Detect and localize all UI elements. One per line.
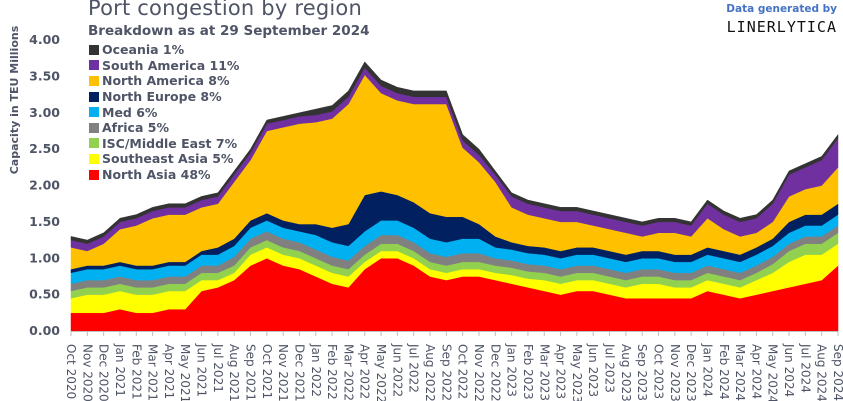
legend-label: Med 6% [102, 104, 158, 120]
legend-label: ISC/Middle East 7% [102, 135, 238, 151]
chart-subtitle: Breakdown as at 29 September 2024 [88, 23, 370, 39]
legend-label: Southeast Asia 5% [102, 151, 234, 167]
x-tick-label: Aug 2021 [227, 344, 241, 401]
x-tick-label: Oct 2020 [64, 344, 78, 399]
legend-swatch [89, 169, 99, 180]
x-tick-label: Sep 2024 [831, 344, 843, 401]
legend: Oceania 1% South America 11% North America… [89, 42, 239, 182]
x-tick-label: May 2023 [570, 344, 584, 401]
chart-title: Port congestion by region [88, 0, 362, 20]
x-tick-label: Mar 2022 [341, 344, 355, 401]
y-tick-label: 0.00 [29, 323, 60, 338]
y-tick-label: 2.50 [29, 141, 60, 156]
legend-swatch [89, 91, 99, 102]
x-tick-label: Jun 2021 [195, 343, 209, 397]
x-tick-label: Aug 2023 [619, 344, 633, 401]
x-tick-label: Oct 2023 [651, 344, 665, 399]
legend-item: North Asia 48% [89, 167, 239, 183]
x-tick-label: Nov 2023 [668, 344, 682, 401]
legend-swatch [89, 107, 99, 118]
x-tick-label: Mar 2024 [733, 344, 747, 401]
legend-item: South America 11% [89, 58, 239, 74]
legend-item: North Europe 8% [89, 89, 239, 105]
x-tick-label: Sep 2021 [244, 344, 258, 401]
x-tick-label: Nov 2021 [276, 344, 290, 401]
x-tick-label: Jan 2023 [505, 343, 519, 397]
area-oceania [70, 61, 839, 244]
x-tick-label: Oct 2022 [456, 344, 470, 399]
x-tick-label: Nov 2022 [472, 344, 486, 401]
y-tick-label: 1.50 [29, 214, 60, 229]
x-tick-label: Jun 2023 [586, 343, 600, 397]
x-tick-label: Feb 2021 [129, 344, 143, 400]
legend-item: Med 6% [89, 104, 239, 120]
x-tick-label: Apr 2024 [749, 344, 763, 399]
legend-label: North Asia 48% [102, 167, 211, 183]
credit-text: Data generated by [726, 3, 837, 15]
x-tick-label: Dec 2021 [292, 344, 306, 401]
x-tick-label: Apr 2021 [162, 344, 176, 399]
x-tick-label: Feb 2023 [521, 344, 535, 400]
x-tick-label: Dec 2020 [97, 344, 111, 401]
x-tick-label: Jan 2021 [113, 343, 127, 397]
legend-item: Southeast Asia 5% [89, 151, 239, 167]
x-tick-label: Jul 2023 [603, 343, 617, 393]
legend-label: Oceania 1% [102, 42, 185, 58]
legend-swatch [89, 60, 99, 71]
x-tick-label: Sep 2022 [439, 344, 453, 401]
legend-swatch [89, 138, 99, 149]
x-tick-label: Jul 2022 [407, 343, 421, 393]
y-tick-label: 4.00 [29, 32, 60, 47]
x-tick-label: Nov 2020 [80, 344, 94, 401]
x-tick-label: Jan 2024 [700, 343, 714, 397]
x-tick-label: Sep 2023 [635, 344, 649, 401]
legend-label: South America 11% [102, 57, 240, 73]
legend-swatch [89, 153, 99, 164]
x-tick-label: May 2021 [178, 344, 192, 401]
y-tick-label: 3.50 [29, 68, 60, 83]
x-tick-label: Aug 2024 [815, 344, 829, 401]
legend-swatch [89, 44, 99, 55]
legend-swatch [89, 75, 99, 86]
x-tick-label: Dec 2023 [684, 344, 698, 401]
x-tick-label: Mar 2021 [146, 344, 160, 401]
x-tick-label: Jun 2022 [390, 343, 404, 397]
legend-label: Africa 5% [102, 120, 169, 136]
legend-swatch [89, 122, 99, 133]
x-tick-label: Jan 2022 [309, 343, 323, 397]
x-tick-label: Apr 2023 [554, 344, 568, 399]
x-tick-label: May 2022 [374, 344, 388, 401]
x-tick-label: Aug 2022 [423, 344, 437, 401]
x-tick-label: Oct 2021 [260, 344, 274, 399]
legend-item: ISC/Middle East 7% [89, 136, 239, 152]
legend-item: Oceania 1% [89, 42, 239, 58]
y-tick-label: 3.00 [29, 105, 60, 120]
y-tick-label: 1.00 [29, 250, 60, 265]
linerlytica-logo: LINERLYTICA [726, 18, 837, 36]
legend-label: North Europe 8% [102, 89, 222, 105]
x-tick-label: Feb 2024 [717, 344, 731, 400]
y-tick-label: 0.50 [29, 287, 60, 302]
x-tick-label: May 2024 [766, 344, 780, 401]
legend-label: North America 8% [102, 73, 230, 89]
legend-item: Africa 5% [89, 120, 239, 136]
x-tick-label: Apr 2022 [358, 344, 372, 399]
legend-item: North America 8% [89, 73, 239, 89]
y-axis-label: Capacity in TEU Millions [8, 25, 21, 175]
x-tick-label: Dec 2022 [488, 344, 502, 401]
x-tick-label: Feb 2022 [325, 344, 339, 400]
x-tick-label: Jun 2024 [782, 343, 796, 397]
x-tick-label: Mar 2023 [537, 344, 551, 401]
x-tick-label: Jul 2021 [211, 343, 225, 393]
y-tick-label: 2.00 [29, 178, 60, 193]
x-tick-label: Jul 2024 [798, 343, 812, 393]
